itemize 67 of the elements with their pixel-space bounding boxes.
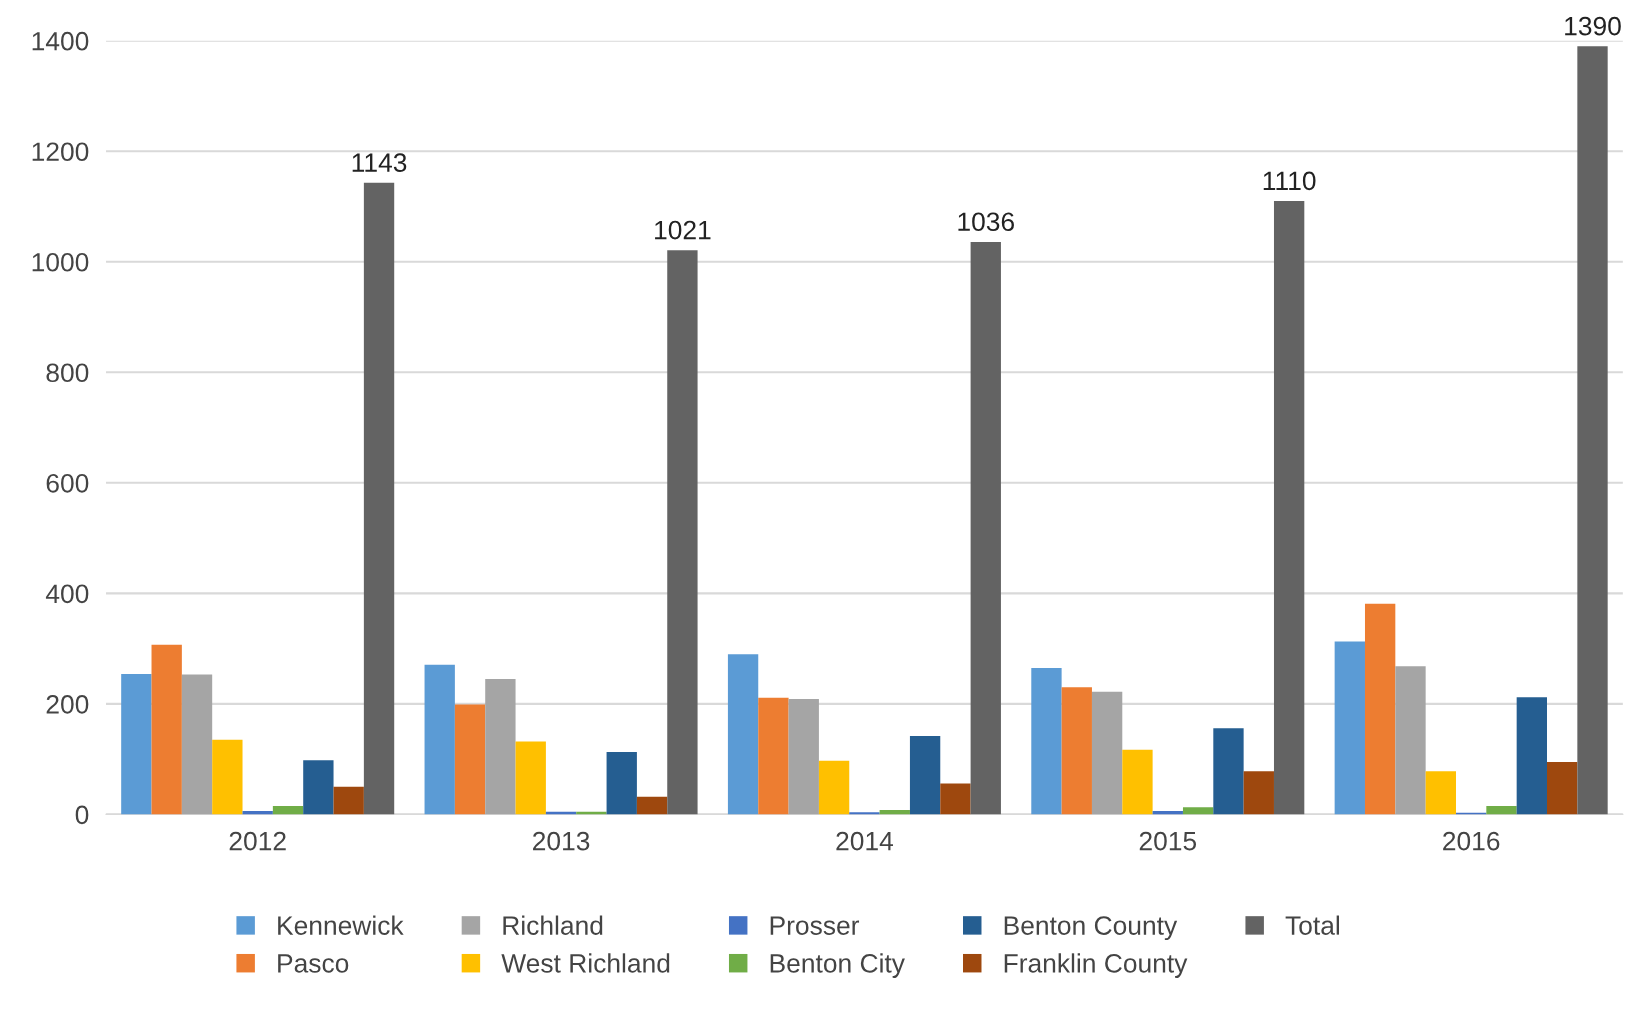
y-tick-label: 600 bbox=[46, 473, 89, 493]
bar bbox=[1061, 687, 1092, 815]
bar bbox=[121, 674, 152, 815]
y-tick-label: 1000 bbox=[32, 252, 89, 272]
legend-label: Benton County bbox=[1004, 916, 1178, 941]
bar bbox=[940, 783, 971, 815]
legend-label: Franklin County bbox=[1004, 953, 1188, 978]
bar bbox=[879, 809, 910, 815]
legend-label: Kennewick bbox=[278, 915, 404, 935]
bar bbox=[454, 704, 486, 815]
y-tick-label: 200 bbox=[46, 695, 89, 714]
bar bbox=[333, 786, 364, 815]
bar bbox=[1243, 771, 1274, 815]
y-tick-label: 1200 bbox=[32, 142, 89, 162]
bar bbox=[1334, 641, 1365, 815]
bar bbox=[818, 760, 850, 815]
bar bbox=[1122, 749, 1153, 815]
legend-label: West Richland bbox=[501, 953, 670, 973]
bar bbox=[515, 741, 546, 815]
bar bbox=[1364, 603, 1396, 815]
bar bbox=[1213, 728, 1244, 815]
x-tick-label: 2014 bbox=[836, 831, 894, 851]
x-tick-label: 2012 bbox=[229, 831, 286, 851]
data-label: 1021 bbox=[655, 220, 711, 240]
x-tick-label: 2013 bbox=[533, 831, 590, 851]
bar bbox=[758, 697, 789, 815]
bar bbox=[606, 751, 637, 815]
bar bbox=[1395, 666, 1426, 815]
y-tick-label: 800 bbox=[46, 363, 89, 383]
bar bbox=[1182, 807, 1214, 815]
data-label: 1143 bbox=[352, 153, 407, 172]
bar bbox=[727, 654, 759, 815]
y-tick-label: 0 bbox=[75, 805, 89, 825]
bar bbox=[909, 735, 941, 815]
bar bbox=[1425, 771, 1456, 815]
legend-label: Benton City bbox=[770, 953, 905, 978]
bar bbox=[667, 250, 698, 815]
data-label: 1110 bbox=[1263, 171, 1316, 191]
x-tick-label: 2016 bbox=[1443, 831, 1500, 851]
bar bbox=[1547, 761, 1578, 815]
bar bbox=[849, 812, 880, 815]
bar bbox=[181, 674, 213, 815]
legend-label: Richland bbox=[503, 915, 603, 935]
data-label: 1390 bbox=[1565, 16, 1621, 36]
bar bbox=[1486, 806, 1517, 815]
legend-label: Total bbox=[1285, 915, 1339, 935]
bar bbox=[1091, 691, 1123, 815]
bar bbox=[424, 664, 455, 815]
bar bbox=[1516, 697, 1547, 815]
legend-label: Pasco bbox=[278, 954, 349, 973]
legend-label: Prosser bbox=[770, 916, 860, 935]
y-tick-label: 1400 bbox=[32, 31, 89, 51]
bar bbox=[1577, 46, 1608, 815]
bar bbox=[212, 739, 243, 815]
bar bbox=[363, 182, 395, 815]
bar bbox=[303, 760, 334, 815]
bar bbox=[1273, 200, 1305, 815]
bar bbox=[1031, 667, 1062, 815]
bar bbox=[788, 698, 819, 815]
bar bbox=[151, 644, 182, 815]
bar bbox=[485, 679, 516, 815]
y-tick-label: 400 bbox=[45, 584, 89, 604]
bar bbox=[272, 806, 304, 815]
bar bbox=[970, 241, 1001, 815]
data-label: 1036 bbox=[958, 212, 1014, 232]
bar bbox=[636, 796, 668, 815]
x-tick-label: 2015 bbox=[1139, 831, 1197, 851]
